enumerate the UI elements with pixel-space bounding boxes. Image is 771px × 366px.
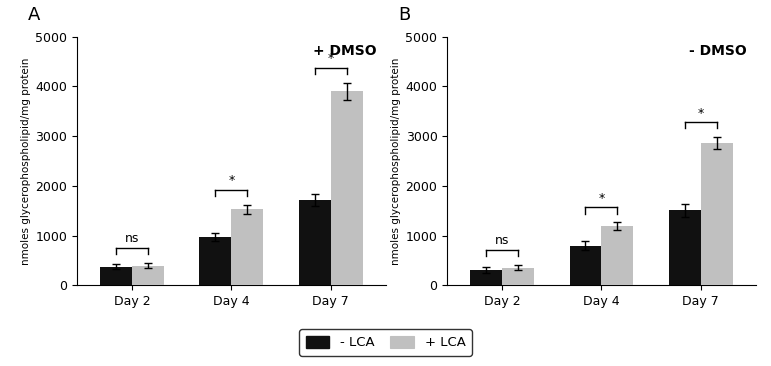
Y-axis label: nmoles glycerophospholipid/mg protein: nmoles glycerophospholipid/mg protein	[392, 57, 401, 265]
Bar	[299, 200, 331, 285]
Bar	[601, 226, 633, 285]
Text: *: *	[228, 175, 234, 187]
Bar	[331, 92, 362, 285]
Text: + DMSO: + DMSO	[312, 44, 376, 58]
Bar	[470, 270, 502, 285]
Text: ns: ns	[495, 234, 509, 247]
Bar	[570, 246, 601, 285]
Y-axis label: nmoles glycerophospholipid/mg protein: nmoles glycerophospholipid/mg protein	[22, 57, 31, 265]
Text: A: A	[28, 6, 40, 24]
Text: ns: ns	[125, 232, 139, 246]
Bar	[200, 237, 231, 285]
Bar	[669, 210, 701, 285]
Text: *: *	[328, 52, 334, 66]
Legend: - LCA, + LCA: - LCA, + LCA	[299, 329, 472, 356]
Bar	[231, 209, 263, 285]
Text: *: *	[698, 107, 704, 120]
Bar	[132, 266, 163, 285]
Bar	[100, 267, 132, 285]
Bar	[701, 143, 732, 285]
Bar	[502, 268, 534, 285]
Text: - DMSO: - DMSO	[689, 44, 746, 58]
Text: *: *	[598, 192, 604, 205]
Text: B: B	[398, 6, 410, 24]
